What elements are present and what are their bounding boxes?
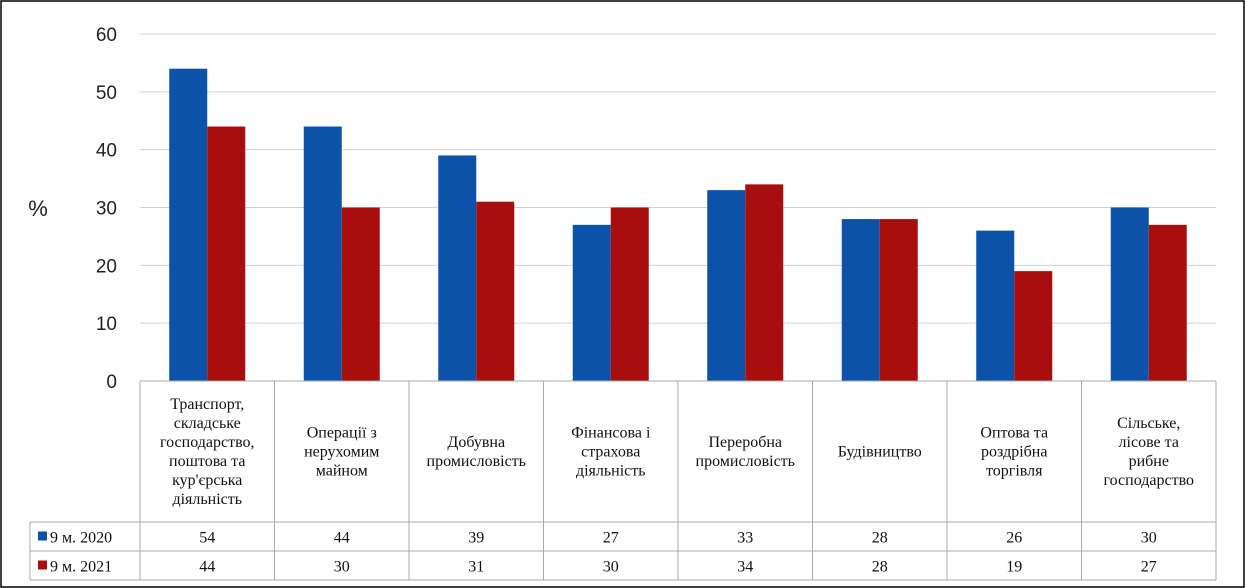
category-label: Будівництво — [838, 444, 922, 461]
bar-2020 — [303, 126, 342, 382]
category-label-line: кур'єрська — [172, 472, 242, 489]
data-label: 30 — [1141, 530, 1157, 547]
category-label-line: роздрібна — [981, 444, 1047, 461]
category-label-line: Будівництво — [838, 444, 922, 461]
category-label-line: рибне — [1129, 453, 1169, 470]
category-label-line: діяльність — [172, 491, 242, 508]
bar-2020 — [572, 224, 611, 381]
data-label: 34 — [737, 559, 753, 576]
category-label-line: Сільське, — [1117, 415, 1180, 432]
bar-2020 — [169, 68, 208, 381]
data-label: 44 — [334, 530, 350, 547]
category-label-line: Фінансова і — [571, 425, 651, 442]
y-axis-label: % — [28, 196, 48, 221]
legend-key-0 — [38, 531, 47, 541]
category-label-line: нерухомим — [304, 444, 379, 461]
data-label: 33 — [737, 530, 753, 547]
category-label-line: складське — [174, 415, 241, 432]
y-axis-ticks: 0 10 20 30 40 50 60 — [96, 25, 117, 393]
data-label: 27 — [1141, 559, 1157, 576]
category-label-line: Транспорт, — [170, 396, 244, 413]
bar-2020 — [438, 155, 477, 381]
category-label-line: діяльність — [576, 463, 646, 480]
category-label-line: Оптова та — [980, 425, 1048, 442]
bar-2021 — [1014, 271, 1053, 381]
category-label-line: господарство — [1103, 472, 1194, 489]
data-table: Транспорт, складське господарство, поштова … — [29, 380, 1217, 581]
y-tick-label: 30 — [96, 199, 117, 220]
data-label: 19 — [1006, 559, 1022, 576]
category-label: Переробна промисловість — [696, 434, 795, 470]
y-tick-label: 60 — [96, 25, 117, 46]
bar-2020 — [841, 219, 880, 381]
bar-2020 — [1110, 207, 1149, 381]
data-label: 26 — [1006, 530, 1022, 547]
category-label-line: майном — [316, 463, 368, 480]
category-label: Сільське, лісове та рибне господарство — [1103, 415, 1194, 489]
category-label: Оптова та роздрібна торгівля — [980, 425, 1048, 480]
data-label: 27 — [603, 530, 619, 547]
category-label-line: торгівля — [986, 463, 1043, 480]
category-label-line: промисловість — [427, 453, 526, 470]
category-label-line: Добувна — [447, 434, 505, 451]
category-label-line: лісове та — [1119, 434, 1179, 451]
category-label-line: Операції з — [307, 425, 377, 442]
y-tick-label: 40 — [96, 141, 117, 162]
category-label-line: господарство, — [160, 434, 255, 451]
data-label: 39 — [468, 530, 484, 547]
data-label: 31 — [468, 559, 484, 576]
category-label-line: Переробна — [708, 434, 782, 451]
y-tick-label: 10 — [96, 314, 117, 335]
data-label: 30 — [334, 559, 350, 576]
bar-2021 — [610, 207, 649, 381]
category-label: Операції з нерухомим майном — [304, 425, 379, 480]
bars — [169, 68, 1187, 382]
category-label-line: страхова — [581, 444, 640, 461]
category-label-line: поштова та — [169, 453, 245, 470]
bar-2021 — [476, 201, 515, 381]
bar-2021 — [207, 126, 246, 382]
category-label: Фінансова і страхова діяльність — [571, 425, 651, 480]
data-label: 30 — [603, 559, 619, 576]
bar-2020 — [976, 230, 1015, 381]
bar-2020 — [707, 190, 746, 381]
category-label: Транспорт, складське господарство, поштова … — [160, 396, 255, 508]
bar-2021 — [341, 207, 380, 381]
bar-2021 — [879, 219, 918, 381]
bar-2021 — [1148, 224, 1187, 381]
y-tick-label: 50 — [96, 83, 117, 104]
data-label: 44 — [199, 559, 215, 576]
legend-label: 9 м. 2020 — [50, 530, 112, 547]
bar-2021 — [745, 184, 784, 381]
y-tick-label: 20 — [96, 256, 117, 277]
category-label-line: промисловість — [696, 453, 795, 470]
legend-key-1 — [38, 560, 47, 570]
y-tick-label: 0 — [106, 372, 117, 393]
data-label: 28 — [872, 559, 888, 576]
category-label: Добувна промисловість — [427, 434, 526, 470]
legend-label: 9 м. 2021 — [50, 559, 112, 576]
data-label: 54 — [199, 530, 215, 547]
data-label: 28 — [872, 530, 888, 547]
